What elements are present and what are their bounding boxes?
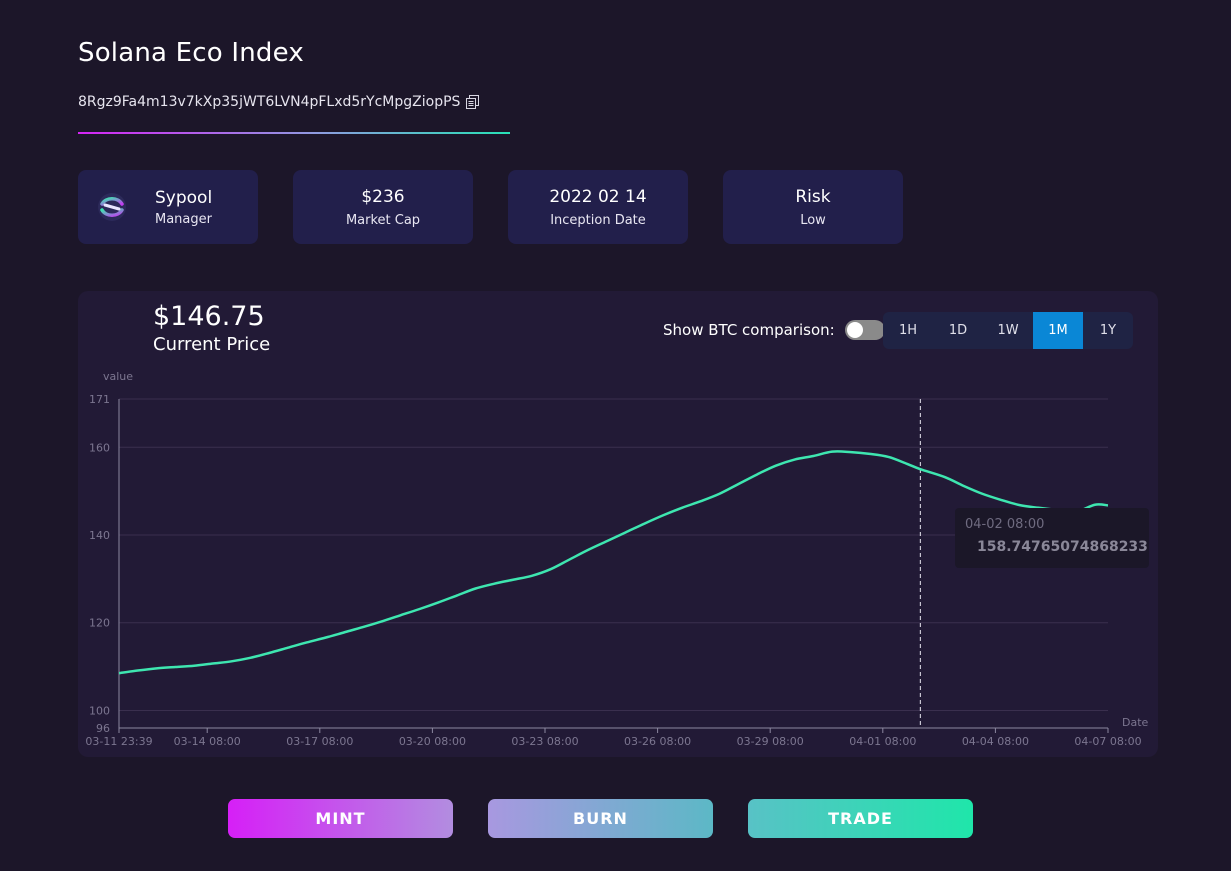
range-1d-button[interactable]: 1D	[948, 323, 968, 338]
burn-button[interactable]: BURN	[488, 799, 713, 838]
y-tick-label: 100	[89, 704, 110, 717]
manager-name: Sypool	[155, 187, 213, 208]
range-1w-button[interactable]: 1W	[997, 323, 1019, 338]
x-tick-label: 03-20 08:00	[399, 735, 466, 748]
x-tick-label: 03-26 08:00	[624, 735, 691, 748]
x-tick-label: 03-23 08:00	[511, 735, 578, 748]
risk-title: Risk	[795, 186, 831, 207]
y-tick-label: 140	[89, 529, 110, 542]
manager-card: Sypool Manager	[78, 170, 258, 244]
y-tick-label: 96	[96, 722, 110, 735]
series-line-value	[118, 450, 1109, 675]
toggle-knob	[846, 322, 863, 338]
btc-comparison-label: Show BTC comparison:	[663, 321, 835, 339]
current-price-value: $146.75	[153, 301, 265, 332]
market-cap-value: $236	[361, 186, 405, 207]
x-tick-label: 04-01 08:00	[849, 735, 916, 748]
index-address: 8Rgz9Fa4m13v7kXp35jWT6LVN4pFLxd5rYcMpgZi…	[78, 94, 461, 110]
page-title: Solana Eco Index	[78, 38, 304, 68]
manager-label: Manager	[155, 211, 212, 227]
chart-panel: $146.75 Current Price Show BTC compariso…	[78, 291, 1158, 757]
x-axis-label: Date	[1122, 716, 1149, 729]
tooltip-date: 04-02 08:00	[965, 517, 1045, 532]
risk-card: Risk Low	[723, 170, 903, 244]
y-axis-label: value	[103, 370, 133, 383]
current-price: $146.75 Current Price	[153, 301, 270, 355]
range-1h-button[interactable]: 1H	[898, 323, 918, 338]
risk-level: Low	[800, 212, 826, 228]
inception-label: Inception Date	[550, 212, 646, 228]
x-tick-label: 03-11 23:39	[85, 735, 152, 748]
current-price-label: Current Price	[153, 334, 271, 355]
title-underline	[78, 132, 510, 134]
sypool-logo-icon	[98, 193, 126, 221]
tooltip-value: 158.74765074868233	[977, 539, 1148, 555]
btc-comparison: Show BTC comparison:	[663, 320, 885, 340]
copy-icon[interactable]	[466, 95, 480, 109]
time-range-selector: 1H 1D 1W 1M 1Y	[883, 312, 1133, 349]
x-tick-label: 04-04 08:00	[962, 735, 1029, 748]
range-1y-button[interactable]: 1Y	[1099, 323, 1117, 338]
range-1m-button[interactable]: 1M	[1033, 312, 1083, 349]
mint-button[interactable]: MINT	[228, 799, 453, 838]
y-tick-label: 120	[89, 617, 110, 630]
btc-comparison-toggle[interactable]	[844, 320, 885, 340]
y-tick-label: 160	[89, 441, 110, 454]
x-tick-label: 03-14 08:00	[174, 735, 241, 748]
market-cap-card: $236 Market Cap	[293, 170, 473, 244]
x-tick-label: 04-07 08:00	[1074, 735, 1141, 748]
x-tick-label: 03-17 08:00	[286, 735, 353, 748]
price-chart[interactable]: 96 100 120 140 160 171 value Date 03-11 23:39 03-…	[78, 291, 1158, 757]
market-cap-label: Market Cap	[345, 212, 421, 228]
trade-button[interactable]: TRADE	[748, 799, 973, 838]
x-tick-label: 03-29 08:00	[737, 735, 804, 748]
address-row: 8Rgz9Fa4m13v7kXp35jWT6LVN4pFLxd5rYcMpgZi…	[78, 94, 480, 110]
inception-card: 2022 02 14 Inception Date	[508, 170, 688, 244]
inception-value: 2022 02 14	[549, 186, 647, 207]
chart-tooltip: 04-02 08:00 158.74765074868233	[955, 508, 1149, 568]
y-tick-label: 171	[89, 393, 110, 406]
info-cards: Sypool Manager $236 Market Cap 2022 02 1…	[78, 170, 903, 244]
